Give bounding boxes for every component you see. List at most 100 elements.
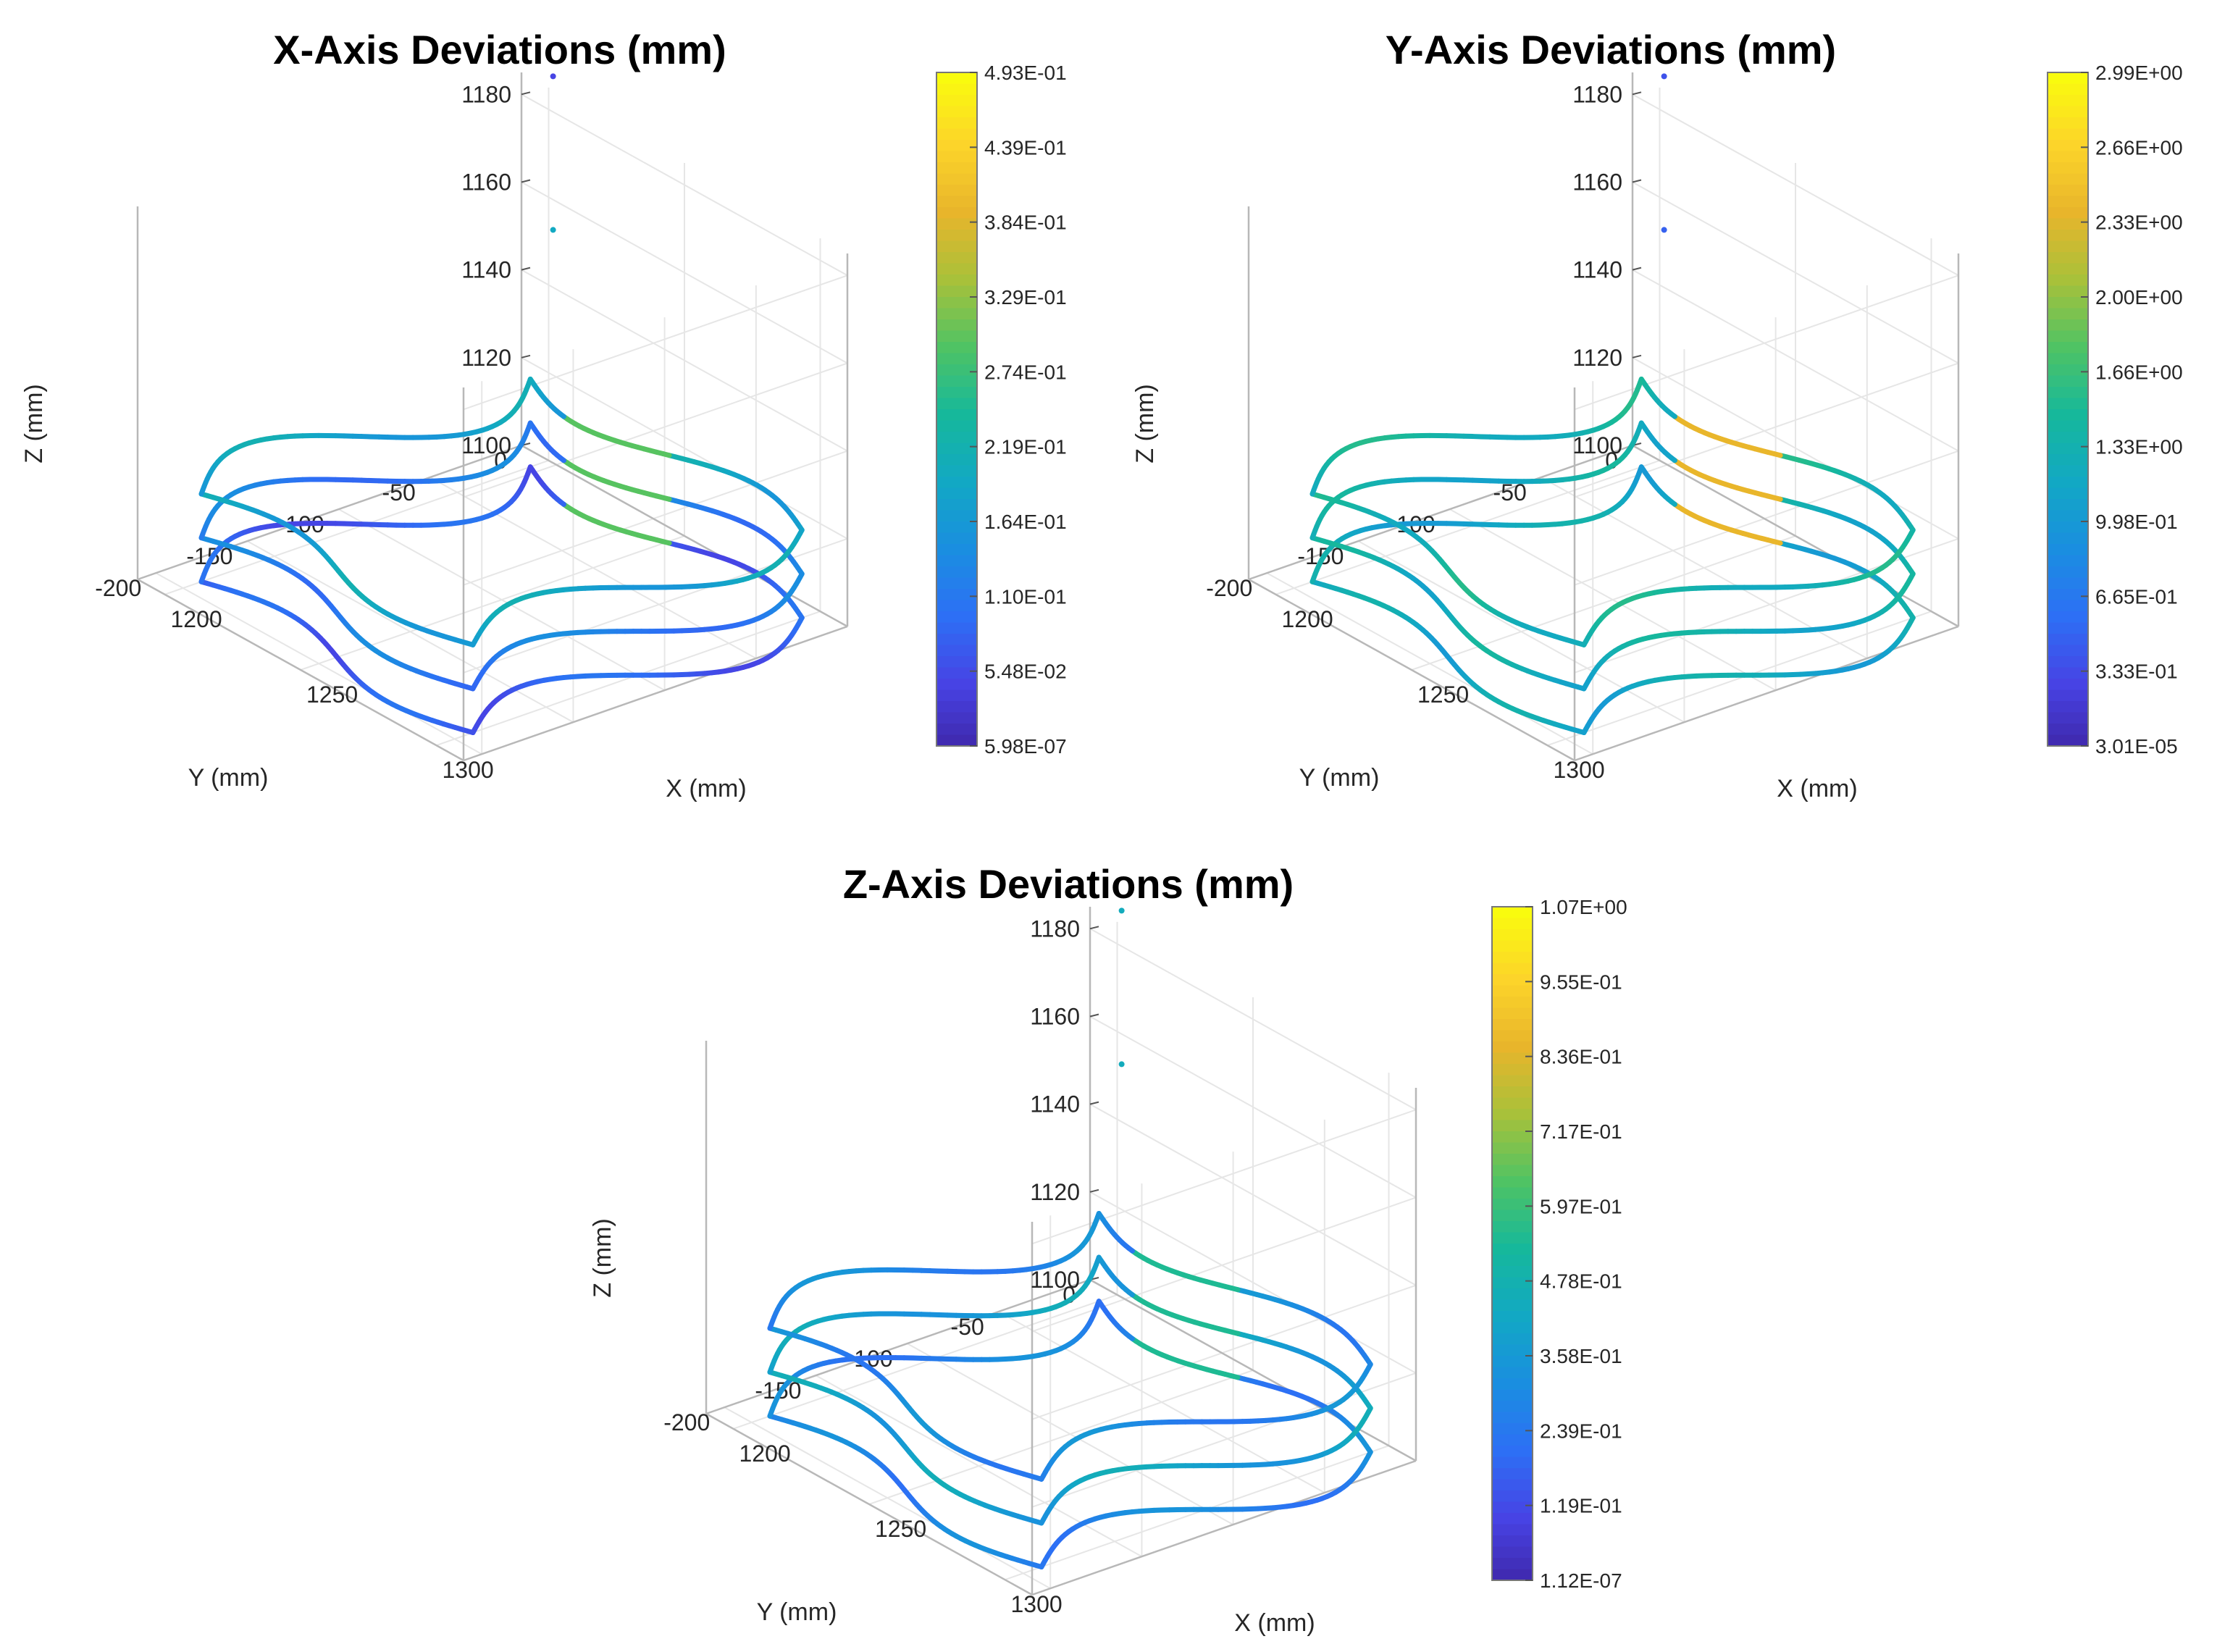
- colorbar-segment: [2048, 263, 2088, 275]
- colorbar-segment: [2048, 353, 2088, 365]
- grid-line: [521, 181, 848, 364]
- z-axis-label: Z (mm): [20, 384, 48, 464]
- grid-line: [521, 269, 848, 452]
- z-tick-label: 1140: [461, 257, 511, 283]
- colorbar-tick-label: 3.01E-05: [2095, 735, 2178, 758]
- colorbar-tick-label: 1.07E+00: [1540, 896, 1627, 918]
- z-tick-mark: [1089, 926, 1099, 930]
- colorbar-segment: [1492, 1501, 1533, 1514]
- z-tick-label: 1100: [461, 432, 511, 458]
- colorbar: 1.07E+00 9.55E-01 8.36E-01 7.17E-01 5.97E-01…: [1491, 896, 1627, 1592]
- colorbar-segment: [936, 477, 977, 489]
- grid-line: [1089, 928, 1417, 1111]
- colorbar-segment: [936, 72, 977, 85]
- colorbar-segment: [2048, 689, 2088, 702]
- colorbar-segment: [1492, 997, 1533, 1009]
- colorbar-segment: [1492, 1412, 1533, 1424]
- colorbar: 4.93E-01 4.39E-01 3.84E-01 3.29E-01 2.74E-01…: [936, 62, 1067, 758]
- colorbar-segment: [936, 689, 977, 702]
- colorbar-segment: [936, 230, 977, 242]
- colorbar-segment: [2048, 330, 2088, 343]
- colorbar-segment: [1492, 1142, 1533, 1154]
- colorbar-tick-label: 2.99E+00: [2095, 62, 2183, 84]
- colorbar-segment: [1492, 1176, 1533, 1188]
- colorbar-segment: [1492, 1322, 1533, 1334]
- colorbar-segment: [936, 151, 977, 163]
- colorbar-tick-label: 1.12E-07: [1540, 1569, 1622, 1592]
- colorbar-segment: [936, 140, 977, 152]
- axis-edge: [1089, 1278, 1417, 1462]
- z-tick-mark: [521, 91, 531, 96]
- y-tick-label: -200: [663, 1409, 710, 1435]
- colorbar-segment: [936, 555, 977, 567]
- colorbar-segment: [2048, 196, 2088, 208]
- colorbar-segment: [2048, 734, 2088, 747]
- z-tick-label: 1160: [461, 169, 511, 195]
- z-tick-mark: [1632, 354, 1642, 359]
- y-tick-label: -200: [95, 575, 141, 601]
- colorbar-segment: [936, 724, 977, 736]
- colorbar-segment: [2048, 106, 2088, 118]
- z-tick-mark: [1089, 1188, 1099, 1193]
- grid-line: [1632, 269, 1959, 452]
- colorbar-segment: [936, 600, 977, 612]
- colorbar-tick-label: 5.98E-07: [984, 735, 1067, 758]
- colorbar-segment: [1492, 1535, 1533, 1548]
- colorbar-segment: [936, 622, 977, 634]
- colorbar-tick-label: 2.39E-01: [1540, 1420, 1622, 1442]
- colorbar-segment: [2048, 521, 2088, 534]
- x-tick-label: 1250: [1417, 682, 1469, 708]
- colorbar-tick-label: 1.66E+00: [2095, 361, 2183, 383]
- chart-title: X-Axis Deviations (mm): [273, 27, 726, 72]
- colorbar-segment: [2048, 240, 2088, 253]
- data-series: [198, 73, 805, 736]
- colorbar-segment: [1492, 1221, 1533, 1233]
- colorbar-segment: [1492, 1288, 1533, 1301]
- grid-line: [463, 450, 848, 586]
- colorbar-segment: [2048, 207, 2088, 219]
- colorbar-segment: [936, 566, 977, 579]
- colorbar-segment: [936, 409, 977, 422]
- z-tick-mark: [1089, 1101, 1099, 1105]
- colorbar-segment: [2048, 667, 2088, 679]
- colorbar-segment: [2048, 701, 2088, 713]
- grid-line: [1089, 1103, 1417, 1286]
- colorbar-segment: [2048, 319, 2088, 332]
- colorbar-tick-label: 4.93E-01: [984, 62, 1067, 84]
- outlier-point: [1661, 73, 1667, 80]
- colorbar-segment: [1492, 1524, 1533, 1536]
- colorbar-segment: [936, 521, 977, 534]
- colorbar-segment: [1492, 1041, 1533, 1054]
- z-tick-mark: [521, 267, 531, 271]
- chart-panel-3: 110011201140116011800-50-100-150-2001200…: [589, 861, 1627, 1637]
- colorbar-segment: [2048, 611, 2088, 624]
- z-tick-label: 1160: [1030, 1003, 1080, 1029]
- axis-edge: [1248, 444, 1633, 581]
- colorbar-segment: [1492, 929, 1533, 942]
- colorbar-segment: [1492, 1109, 1533, 1121]
- colorbar-segment: [2048, 645, 2088, 657]
- colorbar-segment: [936, 487, 977, 500]
- colorbar-tick-label: 1.33E+00: [2095, 436, 2183, 458]
- colorbar-segment: [2048, 443, 2088, 455]
- grid-line: [246, 540, 574, 724]
- grid-line: [1411, 535, 1796, 671]
- colorbar-segment: [1492, 1007, 1533, 1020]
- colorbar-segment: [2048, 577, 2088, 590]
- colorbar-segment: [936, 443, 977, 455]
- grid-line: [815, 1375, 1142, 1558]
- z-axis-label: Z (mm): [589, 1218, 616, 1298]
- colorbar-segment: [2048, 398, 2088, 410]
- colorbar-segment: [936, 420, 977, 432]
- colorbar-tick-label: 3.58E-01: [1540, 1345, 1622, 1367]
- colorbar-segment: [936, 274, 977, 287]
- colorbar-segment: [2048, 409, 2088, 422]
- outlier-point: [1118, 1061, 1125, 1068]
- layer-1: [1309, 464, 1916, 736]
- colorbar-frame: [1491, 906, 1533, 1581]
- colorbar-segment: [2048, 375, 2088, 387]
- data-segment: [1309, 531, 1317, 541]
- data-segment: [1309, 487, 1317, 497]
- z-tick-label: 1120: [1572, 345, 1622, 371]
